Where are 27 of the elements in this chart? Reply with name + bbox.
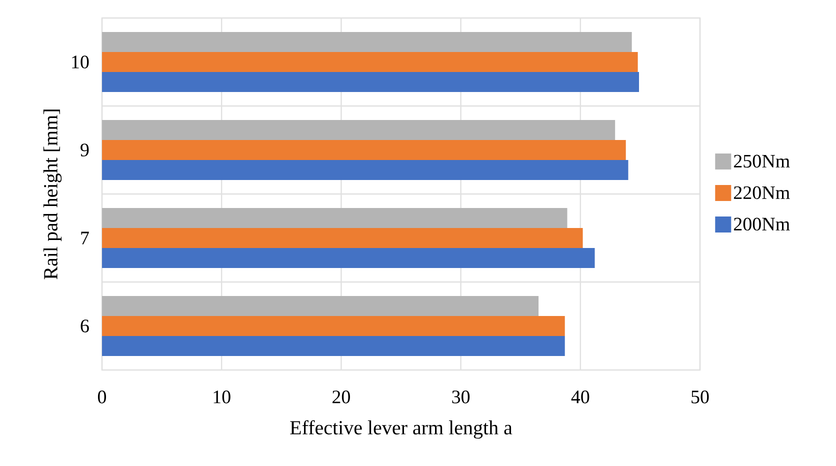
y-tick-label: 10 [72,56,89,68]
x-tick-label: 20 [332,390,350,404]
bar [102,120,616,140]
bar [102,52,638,72]
bar [102,316,565,336]
legend-label: 220Nm [734,186,790,200]
bar [102,248,595,268]
y-tick-label: 9 [80,144,89,156]
bar [102,296,539,316]
legend-label: 250Nm [734,154,790,168]
x-tick-label: 50 [692,390,709,404]
y-tick-label: 6 [80,320,89,332]
x-tick-label: 40 [571,390,590,404]
bar [102,32,632,52]
y-axis-title: Rail pad height [mm] [43,110,62,280]
x-tick-label: 10 [214,390,230,404]
bar [102,208,568,228]
bar [102,140,626,160]
x-tick-label: 0 [98,390,106,404]
legend-label: 200Nm [734,218,790,231]
bar [102,228,583,248]
bar [102,160,628,180]
x-tick-label: 30 [452,390,470,404]
bar [102,72,640,92]
bar [102,336,565,356]
x-axis-title: Effective lever arm length a [290,420,512,439]
y-tick-label: 7 [81,232,89,244]
